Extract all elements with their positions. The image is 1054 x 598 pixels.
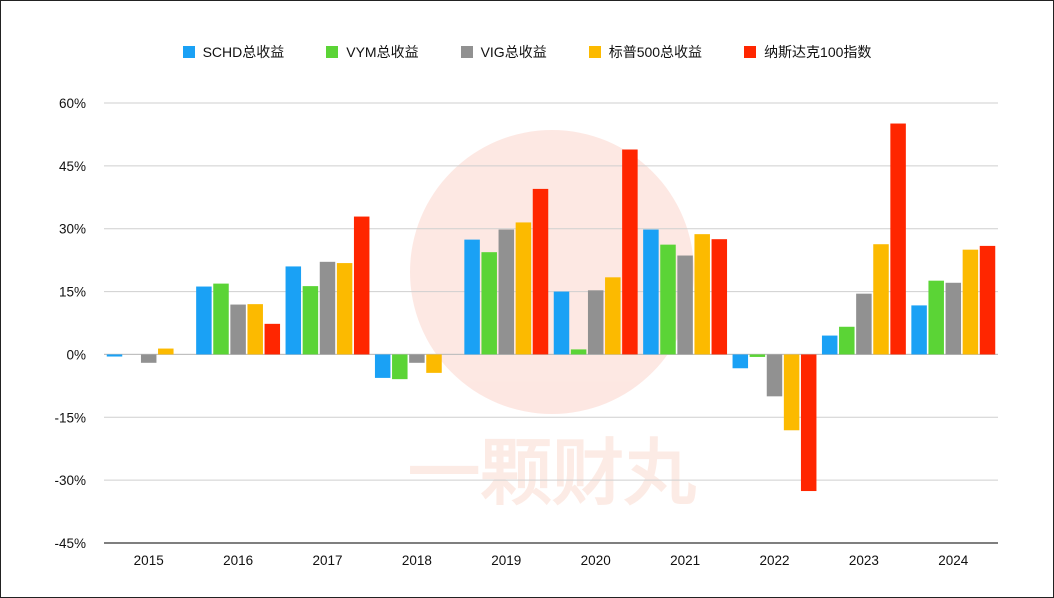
bar-2017-series-1: [302, 286, 319, 355]
legend-item-4: 纳斯达克100指数: [744, 42, 871, 62]
bar-2016-series-4: [264, 323, 281, 355]
y-tick-label-4: 0%: [66, 347, 86, 362]
bar-2019-series-2: [498, 229, 515, 355]
x-tick-label-4: 2019: [491, 553, 521, 568]
bar-2021-series-3: [694, 234, 710, 355]
bar-2018-series-0: [374, 354, 391, 378]
bar-2017-series-4: [353, 216, 370, 355]
bar-2019-series-3: [515, 222, 532, 355]
legend-swatch-3: [588, 46, 601, 58]
legend-swatch-2: [460, 46, 473, 58]
bar-2019-series-1: [481, 252, 497, 355]
bar-2015-series-2: [140, 354, 157, 363]
bar-2023-series-3: [873, 244, 889, 355]
legend-swatch-0: [182, 46, 195, 58]
legend-label-4: 纳斯达克100指数: [764, 44, 872, 60]
legend-swatch-4: [744, 46, 757, 58]
bar-2021-series-2: [677, 255, 693, 355]
x-tick-label-5: 2020: [581, 553, 611, 568]
bar-2018-series-2: [409, 354, 425, 363]
x-tick-label-2: 2017: [312, 553, 342, 568]
bar-2015-series-3: [158, 348, 174, 355]
y-tick-label-2: 30%: [59, 222, 86, 237]
y-tick-label-6: -30%: [54, 473, 86, 488]
legend-label-0: SCHD总收益: [202, 44, 285, 60]
x-tick-label-7: 2022: [759, 553, 789, 568]
bar-2023-series-2: [856, 293, 872, 355]
bar-2018-series-3: [426, 354, 442, 373]
y-axis-ticks: 60% 45% 30% 15% 0% -15% -30% -45%: [54, 96, 86, 551]
bar-2022-series-0: [732, 354, 749, 369]
bar-2016-series-1: [213, 283, 229, 355]
y-tick-label-1: 45%: [59, 159, 86, 174]
bar-2021-series-0: [643, 229, 659, 355]
legend-item-3: 标普500总收益: [588, 42, 703, 62]
bar-2017-series-2: [319, 261, 336, 355]
bar-2020-series-0: [553, 291, 570, 355]
bar-2021-series-1: [660, 244, 676, 355]
x-tick-label-6: 2021: [670, 553, 700, 568]
bar-2021-series-4: [711, 239, 728, 355]
bar-2019-series-4: [532, 188, 549, 355]
x-tick-label-8: 2023: [849, 553, 879, 568]
bar-2020-series-1: [570, 349, 587, 355]
y-tick-label-3: 15%: [59, 285, 86, 300]
x-tick-label-3: 2018: [402, 553, 432, 568]
bars: [106, 123, 996, 492]
grid: [104, 102, 998, 544]
bar-2020-series-4: [622, 149, 638, 355]
legend-label-1: VYM总收益: [346, 44, 419, 60]
y-tick-label-5: -15%: [54, 410, 86, 425]
bar-2020-series-3: [605, 277, 621, 355]
bar-2024-series-4: [979, 245, 996, 355]
x-axis-ticks: 2015 2016 2017 2018 2019 2020 2021 2022 2023 2024: [134, 553, 969, 568]
x-tick-label-1: 2016: [223, 553, 253, 568]
bar-2024-series-3: [962, 249, 979, 355]
bar-2022-series-3: [783, 354, 800, 431]
legend-label-3: 标普500总收益: [608, 44, 703, 60]
bar-2015-series-0: [106, 354, 123, 357]
bar-2016-series-3: [247, 304, 263, 355]
y-tick-label-0: 60%: [59, 96, 86, 111]
bar-2017-series-0: [285, 266, 302, 355]
bar-2016-series-0: [196, 286, 212, 355]
bar-2022-series-4: [800, 354, 817, 492]
watermark-text: 一颗财丸: [408, 431, 696, 515]
bar-2023-series-0: [821, 335, 838, 355]
bar-2020-series-2: [587, 290, 604, 355]
x-tick-label-9: 2024: [938, 553, 969, 568]
legend: SCHD总收益 VYM总收益 VIG总收益 标普500总收益 纳斯达克100指数: [0, 42, 1054, 62]
bar-2022-series-2: [766, 354, 783, 397]
legend-swatch-1: [326, 46, 339, 58]
legend-item-2: VIG总收益: [460, 42, 547, 62]
bar-2023-series-4: [890, 123, 906, 355]
y-tick-label-7: -45%: [54, 536, 86, 551]
legend-item-0: SCHD总收益: [182, 42, 285, 62]
bar-2024-series-2: [945, 282, 962, 355]
bar-2018-series-1: [392, 354, 408, 380]
bar-2024-series-1: [928, 280, 944, 355]
bar-2016-series-2: [230, 304, 246, 355]
bar-2017-series-3: [336, 263, 353, 355]
bar-2019-series-0: [464, 239, 480, 355]
x-tick-label-0: 2015: [134, 553, 164, 568]
bar-2023-series-1: [839, 326, 855, 355]
bar-2022-series-1: [749, 354, 766, 357]
bar-2024-series-0: [911, 305, 927, 355]
legend-item-1: VYM总收益: [326, 42, 419, 62]
legend-label-2: VIG总收益: [480, 44, 547, 60]
